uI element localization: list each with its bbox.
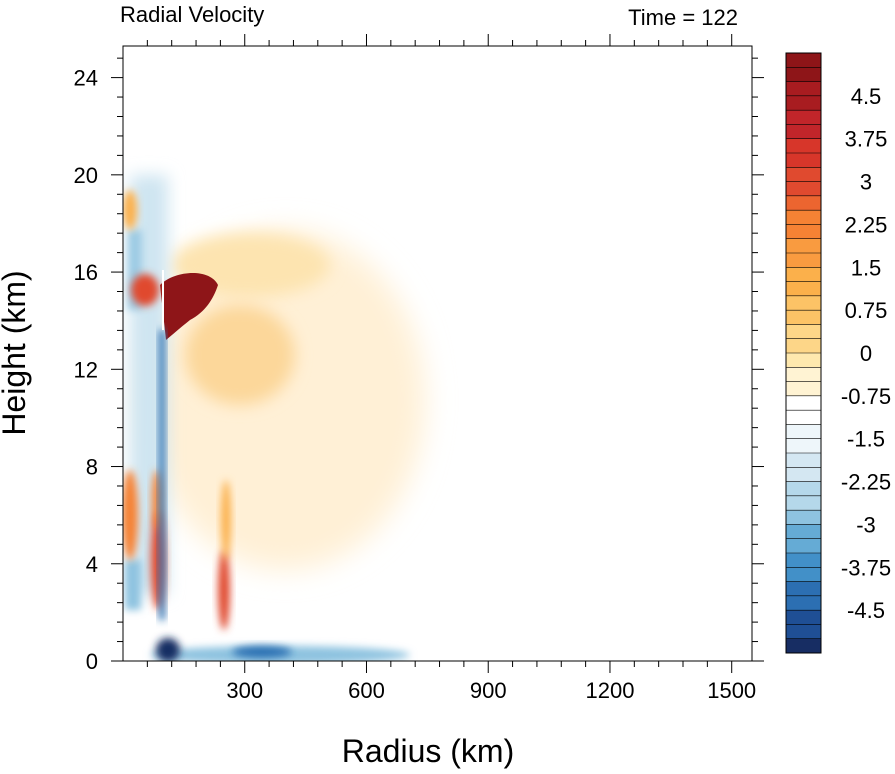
colorbar-swatch (786, 410, 821, 425)
colorbar-swatch (786, 253, 821, 268)
y-tick-label: 16 (74, 260, 98, 285)
colorbar-label: 3.75 (845, 127, 888, 152)
colorbar-label: 2.25 (845, 212, 888, 237)
colorbar-swatch (786, 395, 821, 411)
colorbar-swatch (786, 295, 821, 311)
chart-title: Radial Velocity (120, 2, 264, 27)
colorbar-label: 0 (860, 341, 872, 366)
colorbar-swatch (786, 110, 821, 125)
colorbar-swatch (786, 610, 821, 625)
colorbar-swatch (786, 467, 821, 482)
y-tick-label: 12 (74, 357, 98, 382)
colorbar-swatch (786, 581, 821, 597)
colorbar-swatch (786, 53, 821, 68)
colorbar-swatch (786, 153, 821, 168)
colorbar-swatch (786, 181, 821, 197)
eyewall-inflow-column (159, 330, 165, 620)
colorbar-label: -1.5 (847, 427, 885, 452)
x-tick-label: 600 (348, 678, 385, 703)
colorbar-swatch (786, 510, 821, 525)
x-tick-label: 900 (470, 678, 507, 703)
colorbar-swatch (786, 267, 821, 282)
colorbar-swatch (786, 124, 821, 140)
colorbar-swatch (786, 210, 821, 225)
colorbar-label: -4.5 (847, 598, 885, 623)
colorbar-swatch (786, 438, 821, 454)
colorbar-swatch (786, 381, 821, 397)
x-tick-label: 1500 (707, 678, 756, 703)
colorbar-swatch (786, 495, 821, 511)
colorbar-swatch (786, 481, 821, 497)
y-tick-label: 24 (74, 66, 98, 91)
colorbar-swatch (786, 224, 821, 240)
colorbar-label: -3 (856, 512, 876, 537)
colorbar-swatch (786, 367, 821, 382)
y-axis-label: Height (km) (0, 270, 32, 435)
secondary-outflow-band (218, 550, 230, 630)
axes: 300 600 900 1200 1500 0 4 8 12 16 20 24 (74, 34, 764, 703)
colorbar-label: 0.75 (845, 298, 888, 323)
colorbar-swatch (786, 81, 821, 97)
colorbar-swatch (786, 353, 821, 368)
colorbar-swatch (786, 195, 821, 211)
colorbar-swatch (786, 324, 821, 340)
colorbar-label: -3.75 (841, 555, 891, 580)
colorbar-swatch (786, 595, 821, 611)
plot-frame (122, 45, 753, 662)
colorbar-swatch (786, 624, 821, 640)
time-label: Time = 122 (628, 5, 738, 30)
outflow-maximum (160, 272, 218, 340)
colorbar-swatch (786, 67, 821, 82)
colorbar-swatch (786, 424, 821, 440)
colorbar-label: -0.75 (841, 384, 891, 409)
colorbar-swatch (786, 567, 821, 582)
x-tick-label: 300 (226, 678, 263, 703)
colorbar-frame (785, 52, 822, 654)
colorbar-swatch (786, 453, 821, 468)
colorbar-label: -2.25 (841, 470, 891, 495)
colorbar-swatch (786, 638, 821, 654)
colorbar-label: 3 (860, 170, 872, 195)
heatmap-field (123, 46, 752, 661)
colorbar-swatch (786, 95, 821, 111)
y-tick-label: 4 (86, 552, 98, 577)
low-outflow-band-left (123, 470, 138, 560)
colorbar-swatch (786, 338, 821, 354)
colorbar-swatch (786, 238, 821, 254)
colorbar-swatch (786, 553, 821, 568)
y-tick-label: 20 (74, 163, 98, 188)
x-axis-label: Radius (km) (342, 733, 514, 769)
colorbar-swatch (786, 538, 821, 554)
y-tick-label: 8 (86, 455, 98, 480)
colorbar-swatch (786, 524, 821, 540)
mid-outflow-core (185, 305, 295, 405)
x-tick-label: 1200 (585, 678, 634, 703)
colorbar-swatch (786, 310, 821, 325)
colorbar: 4.5 3.75 3 2.25 1.5 0.75 0 -0.75 -1.5 -2.25 -3 -3.7… (785, 52, 891, 654)
colorbar-swatch (786, 138, 821, 154)
colorbar-swatch (786, 167, 821, 182)
colorbar-label: 1.5 (851, 255, 882, 280)
colorbar-label: 4.5 (851, 84, 882, 109)
colorbar-swatch (786, 281, 821, 297)
y-tick-label: 0 (86, 649, 98, 674)
